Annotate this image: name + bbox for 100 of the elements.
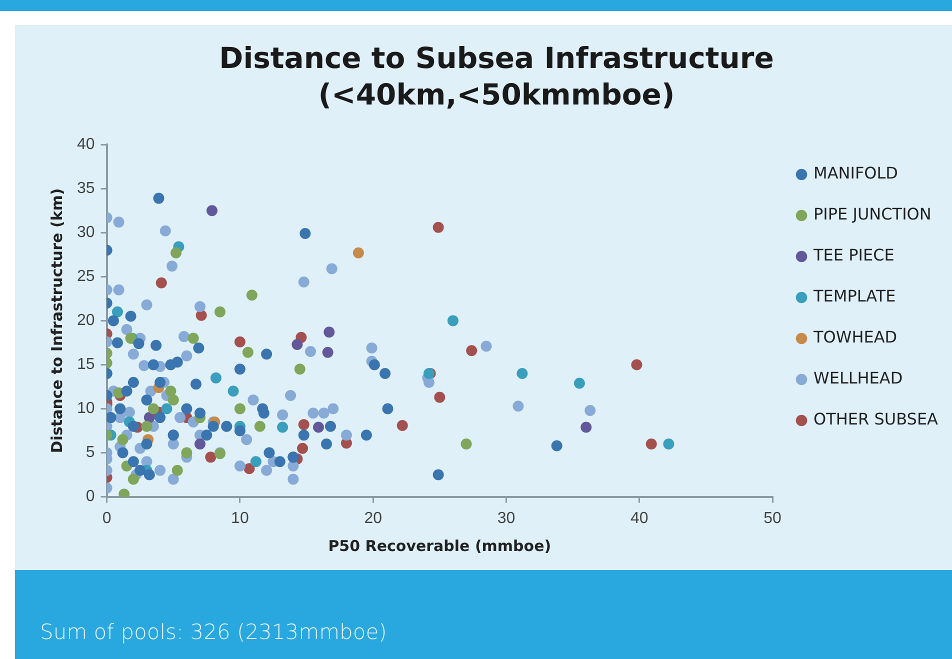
point xyxy=(114,403,126,414)
point xyxy=(121,386,132,397)
x-tick-label: 10 xyxy=(231,510,249,527)
point xyxy=(234,336,246,348)
point xyxy=(292,338,303,350)
point xyxy=(264,447,275,458)
point xyxy=(144,469,155,480)
y-tick-label: 40 xyxy=(77,136,95,154)
x-tick-label: 50 xyxy=(764,510,782,527)
point xyxy=(172,464,183,476)
legend-label: TEE PIECE xyxy=(812,246,894,265)
point xyxy=(466,345,478,356)
point xyxy=(277,422,288,433)
y-tick-label: 25 xyxy=(77,268,95,286)
point xyxy=(297,442,308,454)
x-tick-label: 20 xyxy=(364,510,382,527)
point xyxy=(298,430,310,441)
point xyxy=(208,420,219,432)
point xyxy=(646,438,657,450)
point xyxy=(134,464,146,476)
point xyxy=(246,290,258,301)
legend-label: TEMPLATE xyxy=(812,286,896,306)
y-tick-label: 20 xyxy=(77,312,95,330)
point xyxy=(117,447,128,458)
point xyxy=(190,378,202,390)
point xyxy=(663,438,674,450)
y-axis-title: Distance to Infrastructure (km) xyxy=(48,188,66,454)
point xyxy=(196,310,207,321)
point xyxy=(312,422,324,433)
point xyxy=(274,456,286,468)
point xyxy=(210,372,222,384)
point xyxy=(128,376,139,388)
point xyxy=(434,392,446,403)
point xyxy=(294,364,306,375)
point xyxy=(148,359,159,370)
y-tick-label: 5 xyxy=(86,444,95,462)
point xyxy=(181,403,192,414)
point xyxy=(161,403,172,414)
point xyxy=(396,420,408,431)
point xyxy=(368,359,380,370)
point xyxy=(206,205,218,216)
point xyxy=(234,425,246,436)
point xyxy=(322,346,334,358)
point xyxy=(205,452,216,463)
legend-label: PIPE JUNCTION xyxy=(814,204,932,224)
point xyxy=(153,192,164,204)
point xyxy=(324,326,335,338)
legend-label: TOWHEAD xyxy=(812,328,898,347)
point xyxy=(447,315,458,326)
point xyxy=(128,456,139,468)
point xyxy=(242,346,254,358)
point xyxy=(172,356,183,368)
point xyxy=(112,306,123,318)
x-tick-label: 40 xyxy=(630,510,648,527)
point xyxy=(574,378,585,389)
point xyxy=(432,222,444,233)
point xyxy=(516,368,528,380)
footer-strip: Sum of pools: 326 (2313mmboe) xyxy=(15,570,952,659)
point xyxy=(298,419,310,430)
point xyxy=(150,340,162,351)
y-tick-label: 15 xyxy=(77,356,95,374)
point xyxy=(228,386,239,397)
point xyxy=(580,422,592,433)
point xyxy=(214,306,226,318)
legend-label: WELLHEAD xyxy=(814,368,903,388)
x-tick-label: 30 xyxy=(497,510,516,527)
point xyxy=(234,364,246,375)
point xyxy=(324,420,336,432)
point xyxy=(194,408,206,419)
point xyxy=(380,368,391,380)
point xyxy=(156,277,167,288)
point xyxy=(551,440,562,452)
point xyxy=(106,412,116,424)
point xyxy=(360,430,372,441)
point xyxy=(194,438,206,450)
point xyxy=(193,342,204,354)
point xyxy=(460,438,472,450)
legend-label: OTHER SUBSEA xyxy=(814,410,938,429)
point xyxy=(154,376,166,388)
chart-title: Distance to Subsea Infrastructure xyxy=(219,40,774,75)
point xyxy=(300,228,311,240)
point xyxy=(154,412,166,424)
point xyxy=(117,434,128,446)
point xyxy=(234,403,246,414)
point xyxy=(108,315,119,326)
chart-subtitle: (<40km,<50kmmboe) xyxy=(318,78,675,112)
y-tick-label: 10 xyxy=(77,400,95,418)
point xyxy=(128,420,139,432)
point xyxy=(320,438,332,450)
point xyxy=(250,456,262,468)
point xyxy=(261,348,272,360)
point xyxy=(141,420,152,432)
point xyxy=(382,403,394,414)
y-tick-label: 0 xyxy=(86,488,95,506)
point xyxy=(168,394,179,406)
point xyxy=(112,337,123,348)
y-tick-label: 35 xyxy=(77,180,95,198)
point xyxy=(148,403,159,414)
point xyxy=(181,447,192,458)
point xyxy=(125,310,136,322)
